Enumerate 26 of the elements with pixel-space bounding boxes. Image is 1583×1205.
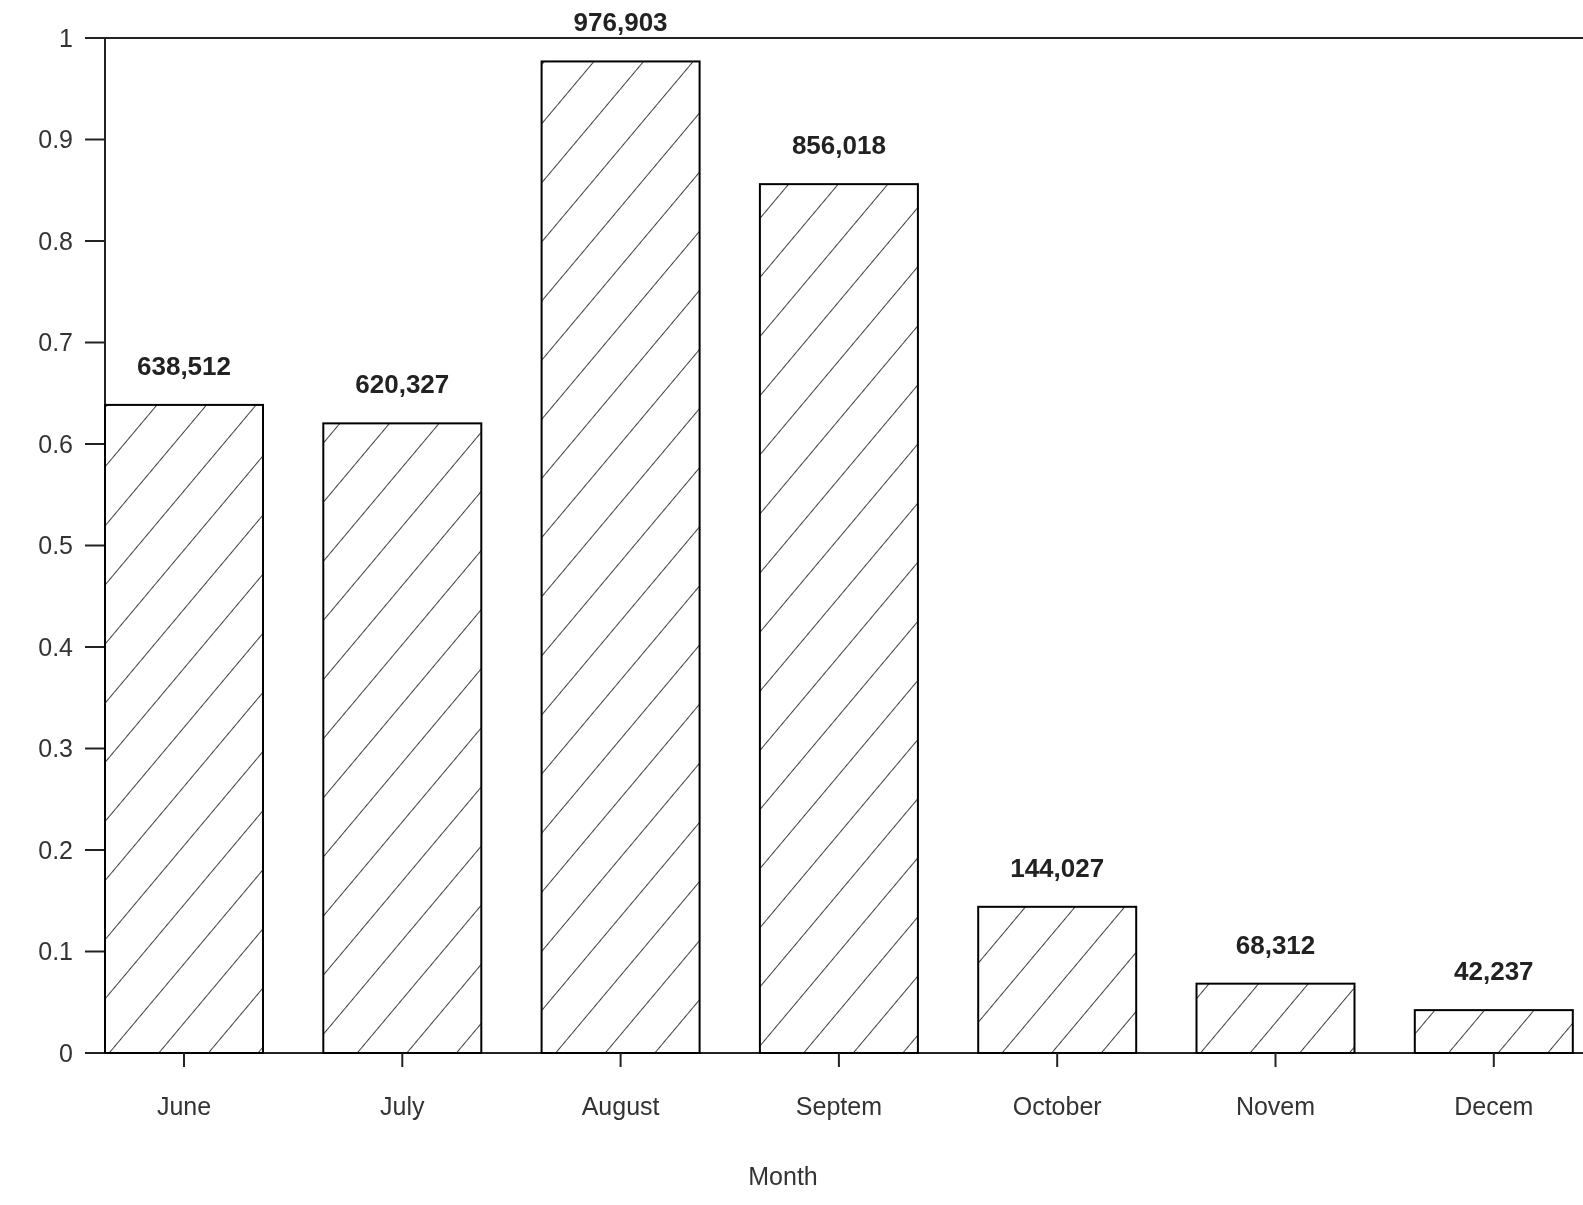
x-tick-label: August [581,1092,660,1120]
y-tick-label: 0.9 [38,125,73,154]
x-tick-label: Novem [1235,1092,1316,1120]
annotation: 856,018 [791,130,886,161]
annotation: 620,327 [355,369,450,400]
y-tick-label: 0.8 [38,226,73,255]
x-tick-label: July [380,1092,426,1120]
y-tick-label: 0.6 [38,429,73,458]
x-tick-label: October [1012,1092,1102,1120]
annotation: 144,027 [1010,852,1105,883]
y-tick-label: 0.3 [38,734,73,763]
annotation: 638,512 [137,350,231,381]
y-tick-label: 0.1 [38,937,73,966]
y-tick-label: 0.2 [38,835,73,864]
y-tick-label: 1 [59,23,73,52]
x-tick-label: Decem [1454,1092,1534,1120]
y-tick-label: 0.4 [38,632,74,661]
y-tick-label: 0 [59,1038,73,1067]
x-axis-title: Month [748,1162,818,1190]
annotation: 68,312 [1235,929,1316,960]
x-tick-label: June [156,1092,212,1120]
y-tick-label: 0.5 [38,531,73,560]
x-tick-label: Septem [795,1092,882,1120]
y-tick-label: 0.7 [38,328,73,357]
annotation: 42,237 [1454,956,1534,987]
annotation: 976,903 [573,7,668,38]
